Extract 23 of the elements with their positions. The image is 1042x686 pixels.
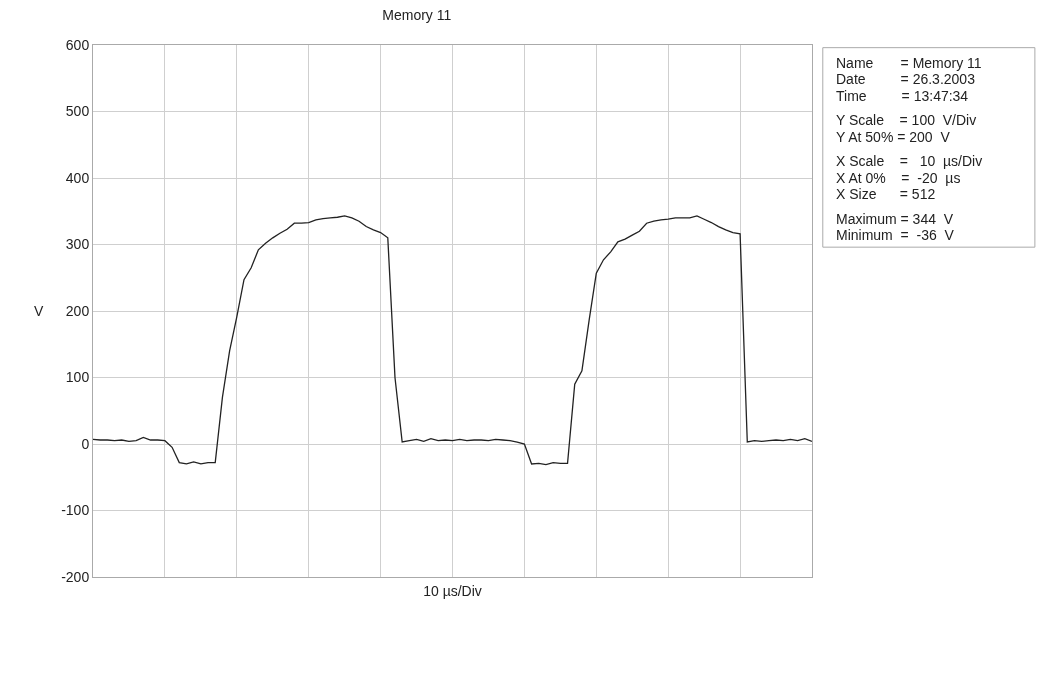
y-tick-label: -100 xyxy=(61,502,90,519)
y-tick-label: 100 xyxy=(65,369,90,386)
y-tick-label: 600 xyxy=(65,36,90,53)
y-tick-label: 500 xyxy=(65,103,90,120)
chart-title: Memory 11 xyxy=(382,7,452,24)
y-tick-label: 300 xyxy=(65,236,90,253)
text: Y At 50% = 200 V xyxy=(836,129,951,145)
y-axis-title: V xyxy=(34,303,44,319)
text: Minimum = -36 V xyxy=(836,227,955,243)
y-tick-label: -200 xyxy=(61,568,90,585)
text: X At 0% = -20 µs xyxy=(836,170,961,186)
text: X Size = 512 xyxy=(836,186,936,202)
y-tick-label: 200 xyxy=(65,302,90,319)
text: Time = 13:47:34 xyxy=(836,88,969,104)
text: Y Scale = 100 V/Div xyxy=(836,112,977,128)
text: Maximum = 344 V xyxy=(836,211,954,227)
y-tick-label: 0 xyxy=(81,435,90,452)
text: Name = Memory 11 xyxy=(836,55,982,71)
text: Date = 26.3.2003 xyxy=(836,71,976,87)
y-tick-label: 400 xyxy=(65,169,90,186)
x-axis-title: 10 µs/Div xyxy=(423,582,482,599)
text: X Scale = 10 µs/Div xyxy=(836,153,983,169)
line-series xyxy=(93,215,812,466)
